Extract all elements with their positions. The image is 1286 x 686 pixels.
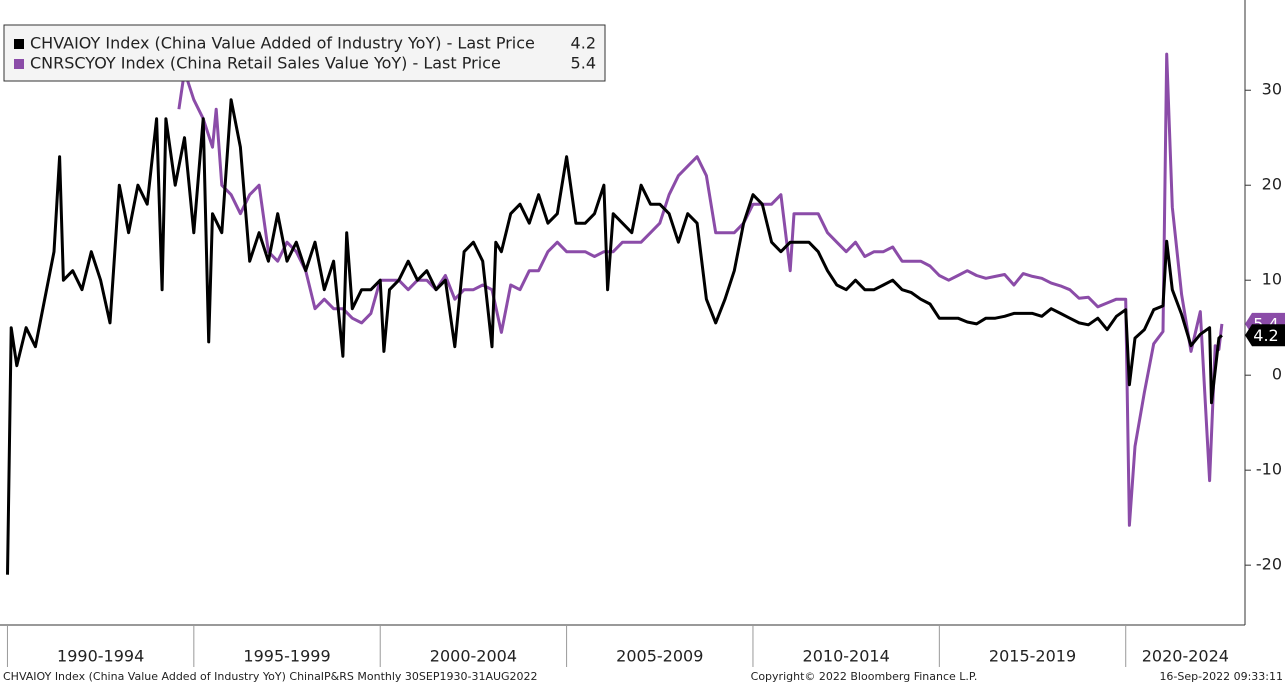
- y-tick-label: 0: [1272, 365, 1282, 384]
- plot: [6, 52, 1224, 575]
- legend-label: CHVAIOY Index (China Value Added of Indu…: [30, 34, 535, 53]
- x-period-label: 2005-2009: [616, 647, 703, 666]
- y-tick-label: -20: [1256, 555, 1282, 574]
- x-period-label: 1990-1994: [57, 647, 144, 666]
- legend-swatch: [14, 59, 24, 69]
- series-line: [6, 98, 1223, 575]
- y-tick-label: -10: [1256, 460, 1282, 479]
- legend: [3, 24, 606, 82]
- legend-label: CNRSCYOY Index (China Retail Sales Value…: [30, 54, 501, 73]
- x-period-label: 2000-2004: [430, 647, 517, 666]
- legend-value: 5.4: [571, 54, 596, 73]
- last-price-label: 4.2: [1253, 326, 1278, 345]
- x-period-label: 1995-1999: [243, 647, 330, 666]
- footer-right: 16-Sep-2022 09:33:11: [1159, 670, 1283, 683]
- y-tick-label: 10: [1262, 270, 1282, 289]
- footer-center: Copyright© 2022 Bloomberg Finance L.P.: [751, 670, 978, 683]
- legend-swatch: [14, 39, 24, 49]
- x-period-label: 2010-2014: [803, 647, 890, 666]
- y-tick-label: 20: [1262, 175, 1282, 194]
- y-tick-label: 30: [1262, 80, 1282, 99]
- x-period-label: 2015-2019: [989, 647, 1076, 666]
- legend-entries: CHVAIOY Index (China Value Added of Indu…: [14, 34, 596, 73]
- x-period-label: 2020-2024: [1142, 647, 1229, 666]
- last-price-tag: [1245, 324, 1285, 347]
- series-line: [177, 52, 1224, 527]
- legend-value: 4.2: [571, 34, 596, 53]
- footer-left: CHVAIOY Index (China Value Added of Indu…: [3, 670, 538, 683]
